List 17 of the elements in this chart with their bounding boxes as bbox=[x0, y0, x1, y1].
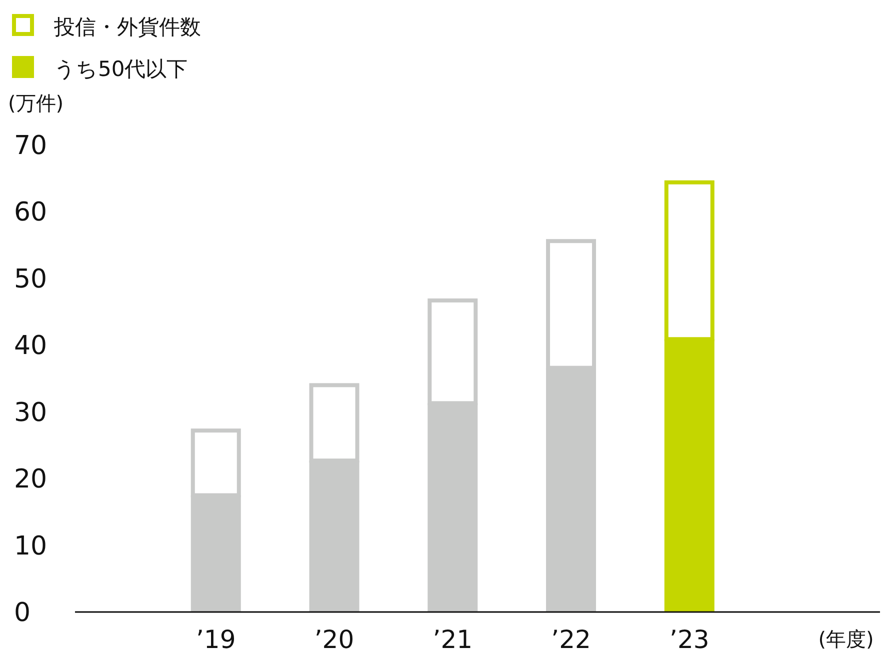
x-tick-label: ’23 bbox=[670, 625, 710, 654]
y-tick-label: 40 bbox=[14, 331, 48, 362]
y-tick-label: 0 bbox=[14, 598, 31, 628]
y-tick-label: 50 bbox=[14, 264, 48, 294]
y-axis-title: (万件) bbox=[8, 91, 64, 115]
x-tick-label: ’20 bbox=[314, 625, 354, 654]
y-tick-label: 60 bbox=[14, 198, 48, 228]
y-tick-label: 20 bbox=[14, 464, 48, 495]
legend-label: 投信・外貨件数 bbox=[53, 15, 201, 39]
y-tick-label: 70 bbox=[14, 131, 48, 161]
y-tick-label: 10 bbox=[14, 531, 48, 562]
x-tick-label: ’21 bbox=[432, 625, 473, 654]
x-axis-title: (年度) bbox=[818, 627, 874, 651]
y-tick-label: 30 bbox=[14, 398, 48, 428]
x-tick-label: ’19 bbox=[196, 625, 236, 654]
x-tick-label: ’22 bbox=[551, 625, 591, 654]
legend-label: うち50代以下 bbox=[54, 57, 188, 81]
